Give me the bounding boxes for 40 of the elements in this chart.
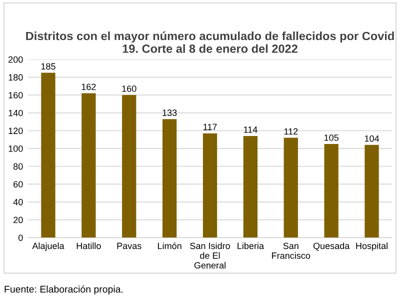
y-tick-label: 120	[8, 128, 23, 134]
x-tick-label: Hospital	[356, 242, 388, 251]
data-label: 112	[284, 128, 298, 135]
chart-title: Distritos con el mayor número acumulado de fallecidos por Covid 19. Corte al 8 de enero del 2022	[26, 31, 394, 53]
x-tick-label: San Francisco	[272, 242, 310, 259]
y-tick-label: 160	[8, 92, 23, 98]
x-tick-label: Limón	[158, 242, 182, 250]
data-label: 185	[41, 63, 56, 70]
x-tick-label: Pavas	[117, 242, 142, 250]
bar	[202, 133, 218, 238]
data-label: 162	[82, 84, 96, 90]
x-tick-label: Hatillo	[76, 242, 101, 250]
x-tick-label: Alajuela	[32, 242, 64, 251]
bar	[324, 144, 338, 238]
y-tick-label: 20	[14, 216, 23, 224]
bar	[284, 138, 298, 238]
bar	[122, 95, 136, 238]
y-tick-label: 100	[8, 145, 23, 152]
y-tick-label: 140	[8, 110, 23, 116]
data-label: 114	[244, 126, 258, 133]
source-note: Fuente: Elaboración propia.	[4, 285, 123, 295]
bar	[41, 72, 56, 238]
data-label: 104	[364, 135, 380, 142]
data-label: 133	[162, 110, 177, 116]
data-label: 105	[324, 134, 338, 141]
y-tick-label: 200	[8, 56, 23, 63]
bar	[162, 119, 177, 238]
bar	[243, 136, 258, 238]
bar	[82, 93, 96, 238]
y-tick-label: 60	[14, 181, 23, 188]
bar	[364, 144, 379, 238]
y-tick-label: 0	[18, 234, 23, 241]
y-tick-label: 180	[8, 74, 23, 81]
data-label: 117	[203, 124, 217, 130]
data-label: 160	[122, 85, 136, 92]
x-tick-label: Quesada	[313, 242, 350, 251]
x-tick-label: San Isidro de El General	[190, 242, 230, 269]
x-tick-label: Liberia	[238, 242, 264, 250]
y-tick-label: 80	[13, 163, 23, 170]
y-tick-label: 40	[13, 198, 23, 206]
